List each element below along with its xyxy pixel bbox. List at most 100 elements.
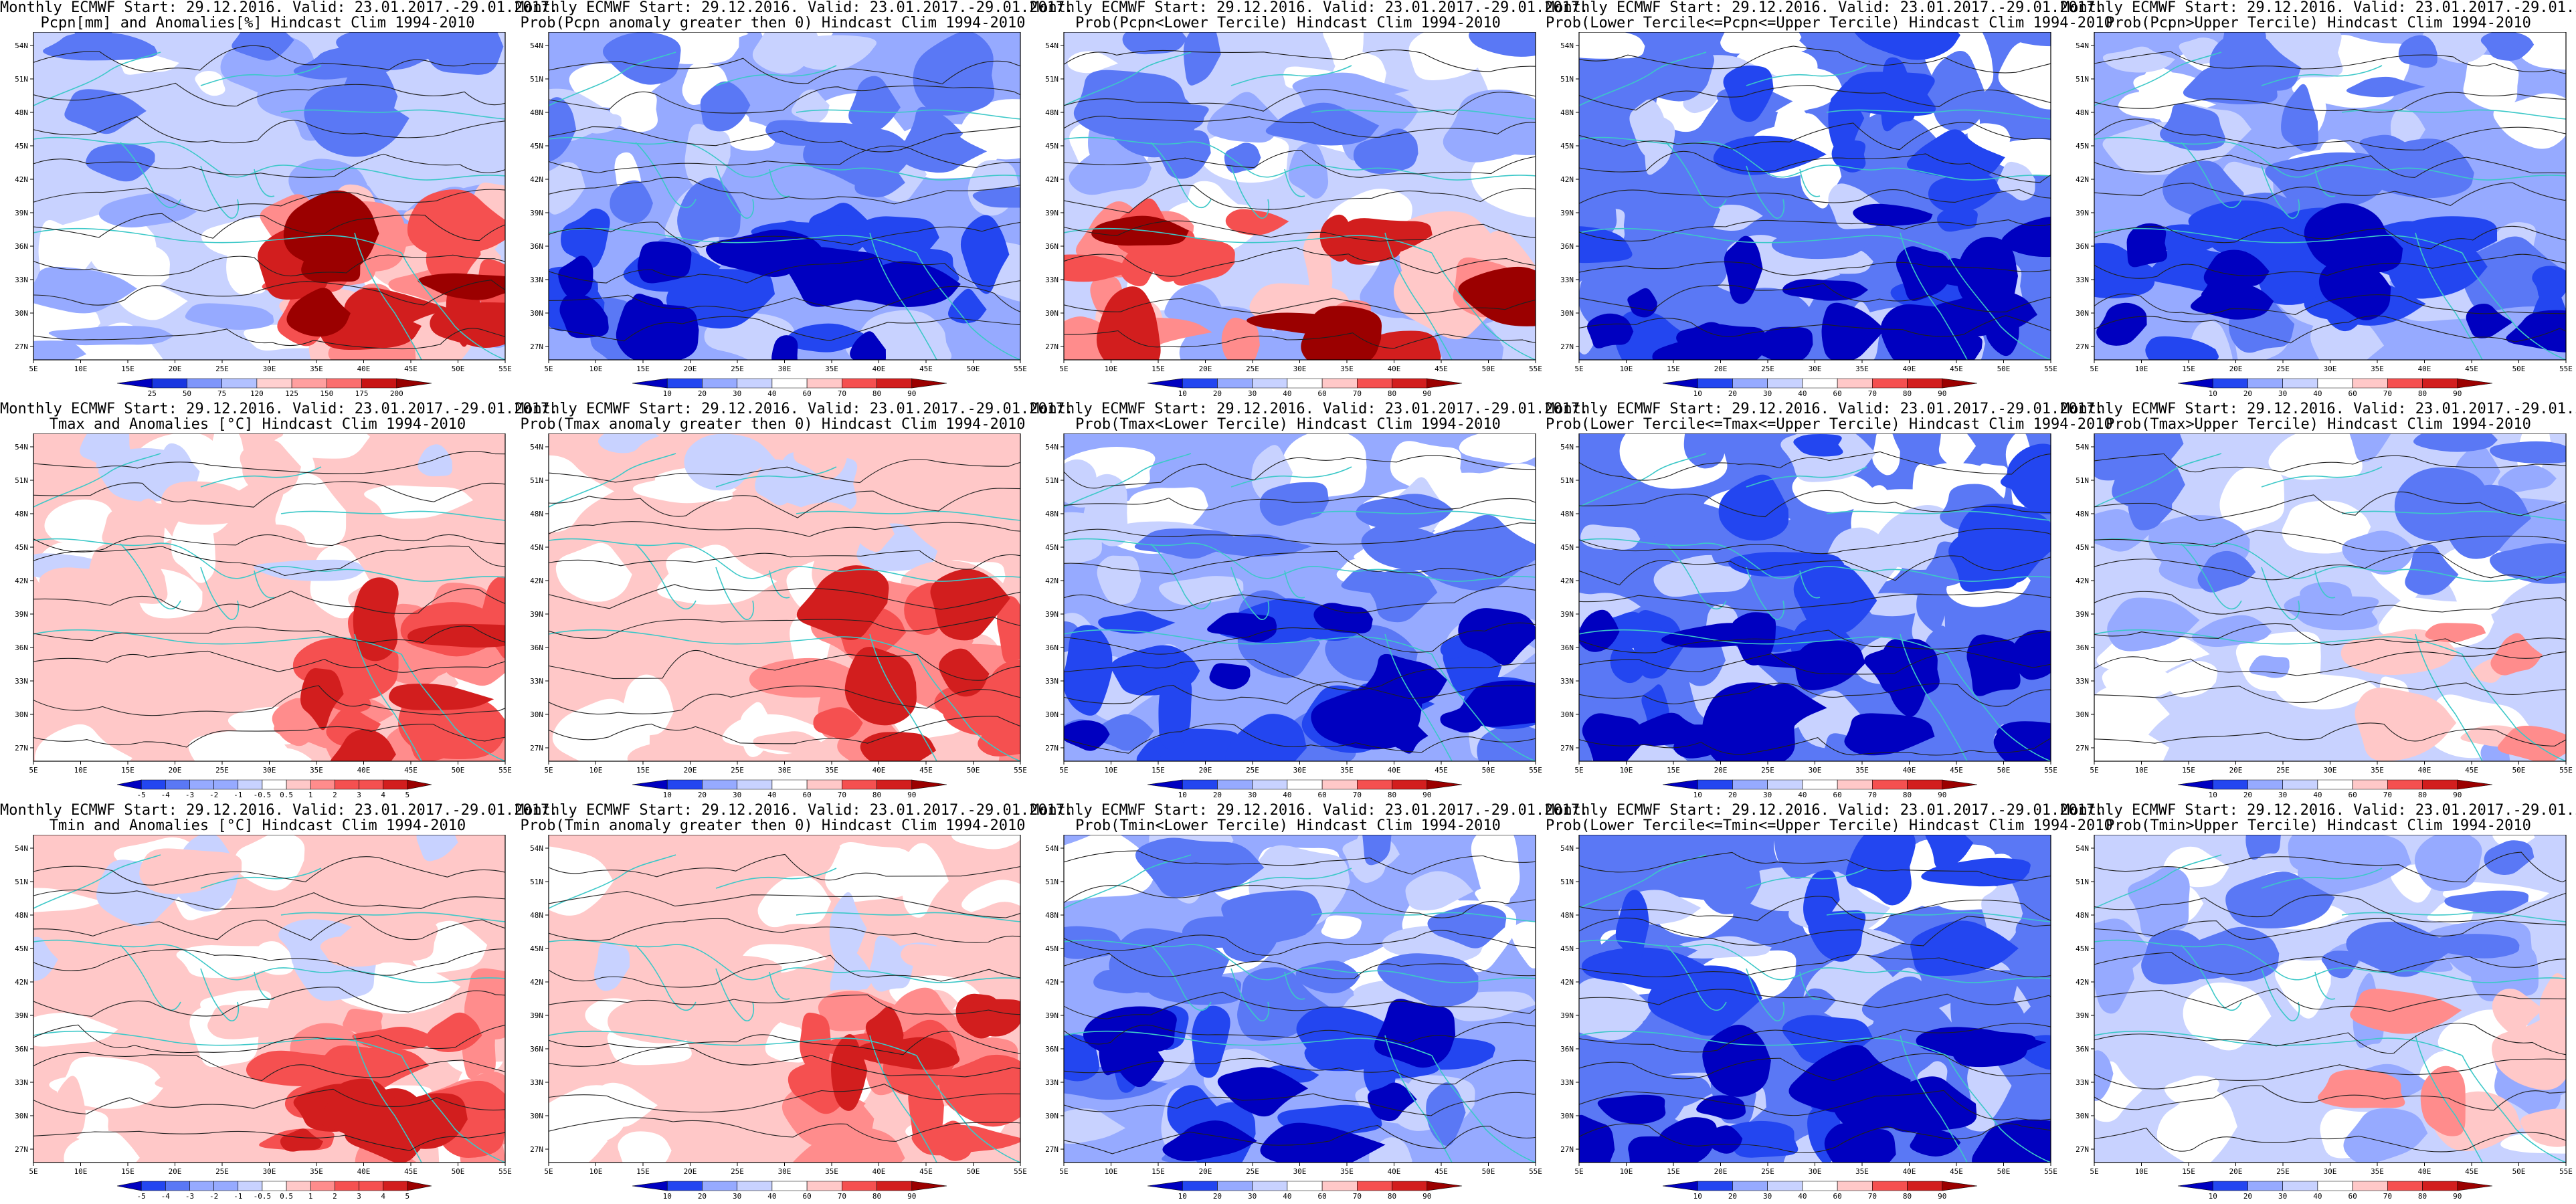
- colorbar-segment: [2457, 378, 2493, 389]
- lat-tick-label: 45N: [530, 944, 543, 953]
- colorbar-label: -3: [185, 1192, 194, 1201]
- field-shade-region: [1230, 1078, 1285, 1103]
- contour-line: [33, 1051, 505, 1082]
- field-shade-region: [207, 1005, 294, 1039]
- colorbar-segment: [189, 1181, 214, 1191]
- field-shade-region: [1120, 251, 1158, 287]
- lat-tick-label: 39N: [2076, 1011, 2089, 1020]
- lat-tick-label: 45N: [2076, 543, 2089, 552]
- field-shade-region: [2342, 530, 2416, 575]
- lon-tick-label: 15E: [1152, 1167, 1165, 1176]
- coastline: [354, 232, 422, 360]
- field-shade-region: [2094, 943, 2134, 1014]
- field-shade-region: [1064, 512, 1105, 564]
- lat-tick-label: 30N: [15, 1112, 28, 1120]
- lat-tick-label: 48N: [15, 108, 28, 117]
- lon-tick-label: 35E: [825, 1167, 838, 1176]
- contour-line: [33, 987, 505, 1017]
- field-shade-region: [2321, 950, 2360, 979]
- lat-tick-label: 51N: [1045, 476, 1059, 485]
- colorbar-label: 40: [2313, 1192, 2322, 1201]
- lon-tick-label: 5E: [1574, 1167, 1583, 1176]
- lon-tick-label: 45E: [1435, 365, 1448, 373]
- field-shade-region: [86, 143, 155, 182]
- lon-tick-label: 50E: [2512, 365, 2526, 373]
- contour-line: [33, 82, 505, 107]
- colorbar-segment: [407, 779, 432, 790]
- colorbar-label: 90: [907, 389, 916, 398]
- lat-tick-label: 27N: [1560, 1145, 1574, 1154]
- contour-line: [1064, 658, 1536, 691]
- field-shade-region: [1459, 433, 1536, 464]
- lat-tick-label: 30N: [2076, 710, 2089, 719]
- colorbar: 10 20 30 40 60 70 80 90: [632, 1181, 947, 1201]
- contour-line: [1579, 896, 2051, 922]
- field-shade-region: [1629, 99, 1667, 159]
- colorbar-label: 10: [1178, 389, 1187, 398]
- colorbar-label: 4: [381, 1192, 385, 1201]
- colorbar-segment: [1217, 378, 1253, 389]
- coastline: [1799, 570, 1821, 599]
- coastline: [715, 466, 837, 488]
- panel-title-line2: Prob(Tmin<Lower Tercile) Hindcast Clim 1…: [1075, 817, 1501, 834]
- colorbar-segment: [213, 779, 239, 790]
- lon-tick-label: 45E: [1435, 766, 1448, 775]
- colorbar-segment: [2212, 378, 2248, 389]
- field-shade-region: [559, 293, 609, 338]
- colorbar-label: 20: [1728, 791, 1737, 799]
- field-shade-region: [2382, 698, 2421, 738]
- lon-tick-label: 5E: [29, 1167, 37, 1176]
- colorbar-label: 30: [2278, 791, 2287, 799]
- colorbar-segment: [806, 779, 842, 790]
- coastline: [1064, 629, 1433, 655]
- colorbar-segment: [2387, 1181, 2423, 1191]
- colorbar-label: 40: [1283, 791, 1291, 799]
- contour-line: [2094, 453, 2566, 473]
- colorbar-label: 80: [872, 791, 881, 799]
- lat-tick-label: 48N: [15, 911, 28, 920]
- coastline: [2261, 868, 2383, 889]
- coastline: [354, 633, 422, 761]
- lat-tick-label: 51N: [1560, 878, 1574, 886]
- field-shade-region: [2391, 216, 2498, 266]
- coastline: [1150, 142, 1212, 209]
- lon-tick-label: 30E: [2324, 766, 2337, 775]
- forecast-map: 5E 10E 15E 20E 25E 30E 35E 40E 45E 50E 55E27N30N33…: [530, 433, 1027, 799]
- contour-line: [33, 328, 505, 350]
- colorbar-segment: [1942, 779, 1978, 790]
- contour-line: [1064, 723, 1536, 754]
- panel-title-line1: Monthly ECMWF Start: 29.12.2016. Valid: …: [2061, 401, 2576, 417]
- lat-tick-label: 33N: [1560, 677, 1574, 686]
- lat-tick-label: 51N: [2076, 878, 2089, 886]
- colorbar-label: 60: [1317, 389, 1326, 398]
- contour-line: [2094, 155, 2566, 178]
- contour-line: [1579, 150, 2051, 183]
- field-shade-region: [1225, 209, 1289, 235]
- lon-tick-label: 10E: [74, 766, 88, 775]
- colorbar-segment: [2387, 378, 2423, 389]
- contour-line: [33, 685, 505, 716]
- colorbar-segment: [842, 779, 877, 790]
- colorbar-segment: [2387, 779, 2423, 790]
- field-shade-region: [1225, 714, 1307, 761]
- field-shade-region: [2480, 32, 2535, 61]
- lon-tick-label: 5E: [2090, 766, 2098, 775]
- field-shade-region: [1655, 227, 1728, 294]
- lat-tick-label: 33N: [1045, 1078, 1059, 1087]
- field-shade-region: [246, 1050, 356, 1087]
- forecast-map: 5E 10E 15E 20E 25E 30E 35E 40E 45E 50E 55E27N30N33…: [15, 433, 512, 799]
- contour-line: [549, 316, 1020, 342]
- colorbar: 10 20 30 40 60 70 80 90: [1662, 1181, 1978, 1201]
- lat-tick-label: 42N: [1045, 175, 1059, 184]
- contour-line: [33, 534, 505, 553]
- field-shade-region: [140, 945, 175, 983]
- lat-tick-label: 54N: [1045, 443, 1059, 452]
- lon-tick-label: 15E: [2182, 1167, 2195, 1176]
- field-shade-region: [344, 288, 450, 328]
- colorbar-label: 60: [1833, 791, 1841, 799]
- field-shade-region: [2493, 93, 2566, 149]
- field-shade-region: [744, 835, 840, 880]
- lat-tick-label: 36N: [530, 242, 543, 251]
- lon-tick-label: 35E: [1340, 365, 1354, 373]
- lon-tick-label: 45E: [404, 1167, 418, 1176]
